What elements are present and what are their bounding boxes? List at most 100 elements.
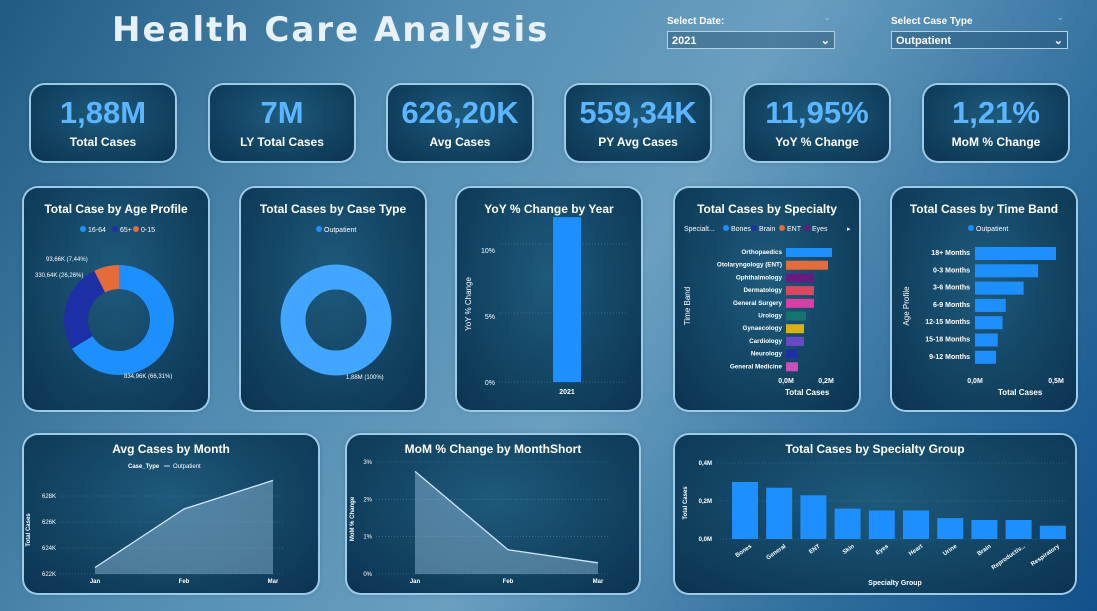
specialty-chart: Specialt... Bones Brain ENT Eyes ▸ Time …	[683, 225, 851, 397]
bar-Eyes	[868, 510, 895, 539]
bar-Respiratory	[1039, 525, 1066, 539]
kpi-card-avg-cases: 626,20K Avg Cases	[388, 85, 532, 161]
y-tick: 1%	[363, 535, 372, 541]
y-tick-label: Dermatology	[744, 287, 783, 294]
kpi-value: 11,95%	[765, 95, 869, 130]
date-value: 2021	[672, 35, 697, 47]
yoy-chart: YoY % Change 0% 5% 10% 2021	[464, 217, 627, 396]
legend-next-icon[interactable]: ▸	[847, 226, 851, 233]
area-fill	[415, 471, 598, 574]
legend-title: Case_Type	[128, 464, 160, 470]
time-band-card: Total Cases by Time Band Outpatient Age …	[892, 188, 1076, 410]
x-tick: 2021	[559, 389, 575, 396]
y-axis-title: Age Profile	[902, 286, 911, 326]
x-tick: Mar	[268, 579, 279, 585]
x-tick: Urine	[942, 543, 959, 557]
legend-outpatient: Outpatient	[976, 226, 1008, 233]
chart-title: Total Case by Age Profile	[44, 202, 188, 216]
y-tick-label: 3-6 Months	[933, 285, 970, 292]
chart-title: Total Cases by Case Type	[259, 202, 407, 216]
y-axis-title: Total Cases	[26, 513, 32, 547]
chevron-down-icon[interactable]: ⌄	[823, 12, 831, 22]
bar-Ophthalmology	[786, 273, 814, 283]
legend-eyes: Eyes	[812, 226, 828, 233]
y-tick: 10%	[481, 248, 495, 255]
y-tick: 0%	[485, 380, 495, 387]
chevron-down-icon[interactable]: ⌄	[820, 35, 830, 47]
x-tick: 0,5M	[1048, 378, 1064, 385]
avg-month-chart: Case_Type Outpatient Total Cases 622K 624…	[26, 464, 283, 585]
legend-outpatient: Outpatient	[173, 464, 201, 470]
legend-0-15: 0-15	[141, 227, 155, 234]
y-tick: 0,0M	[699, 537, 712, 543]
legend-marker	[133, 226, 139, 232]
chevron-down-icon[interactable]: ⌄	[1053, 35, 1063, 47]
legend-marker	[112, 226, 118, 232]
time-band-chart: Outpatient Age Profile Total Cases 18+ M…	[902, 225, 1064, 397]
chart-title: Avg Cases by Month	[112, 442, 230, 456]
y-tick-label: 0-3 Months	[933, 267, 970, 274]
bar-18+ Months	[975, 247, 1056, 260]
donut-slice-0-15	[94, 265, 120, 293]
chevron-down-icon[interactable]: ⌄	[1056, 12, 1064, 22]
specialty-card: Total Cases by Specialty Specialt... Bon…	[675, 188, 859, 410]
y-tick-label: 6-9 Months	[933, 302, 970, 309]
date-slicer-label: Select Date:	[667, 16, 725, 27]
legend-marker	[723, 225, 729, 231]
x-tick: 0,0M	[778, 378, 794, 385]
kpi-label: LY Total Cases	[240, 135, 324, 149]
case-type-chart: Outpatient 1,88M (100%)	[280, 226, 392, 381]
series-line	[414, 470, 599, 564]
date-slicer[interactable]: Select Date: ⌄ 2021 ⌄	[667, 12, 835, 49]
y-tick-label: 15-18 Months	[925, 337, 970, 344]
legend-ent: ENT	[787, 226, 802, 233]
y-tick-label: Gynaecology	[742, 325, 782, 332]
series-line	[94, 479, 274, 569]
kpi-card-yoy-change: 11,95% YoY % Change	[745, 85, 889, 161]
y-tick-label: 12-15 Months	[925, 319, 970, 326]
case-type-dropdown[interactable]: Outpatient ⌄	[891, 31, 1068, 49]
case-type-value: Outpatient	[896, 35, 951, 47]
y-tick-label: 18+ Months	[931, 250, 970, 257]
case-type-slicer[interactable]: Select Case Type ⌄ Outpatient ⌄	[891, 12, 1068, 49]
x-axis-title: Specialty Group	[868, 580, 922, 587]
kpi-label: YoY % Change	[775, 135, 859, 149]
area-fill	[95, 480, 273, 574]
donut-slice-outpatient	[280, 264, 392, 376]
bar-Urine	[937, 518, 964, 539]
x-tick: Respiratory	[1030, 543, 1061, 567]
legend-brain: Brain	[759, 226, 775, 233]
chart-title: MoM % Change by MonthShort	[404, 442, 582, 456]
bar-Bones	[732, 482, 758, 539]
yoy-card: YoY % Change by Year YoY % Change 0% 5% …	[457, 188, 641, 410]
legend-marker	[316, 226, 322, 232]
y-tick-label: Cardiology	[749, 338, 782, 345]
legend-outpatient: Outpatient	[324, 227, 356, 234]
data-label-outpatient: 1,88M (100%)	[346, 375, 384, 381]
x-tick: General	[766, 544, 788, 562]
bar-0-3 Months	[975, 264, 1039, 278]
bar-Neurology	[786, 349, 798, 359]
bar-Dermatology	[786, 286, 814, 296]
y-tick-label: Ophthalmology	[736, 274, 783, 281]
bar-Heart	[903, 510, 929, 539]
bar-9-12 Months	[975, 350, 997, 364]
kpi-value: 1,21%	[952, 95, 1040, 130]
kpi-value: 626,20K	[401, 95, 519, 130]
specialty-group-chart: Total Cases Specialty Group 0,0M 0,2M 0,4M…	[683, 461, 1067, 587]
y-tick-label: Neurology	[751, 351, 783, 358]
chart-title: Total Cases by Specialty Group	[785, 442, 965, 456]
donut-slice-65+	[64, 270, 106, 349]
x-axis-title: Total Cases	[998, 388, 1043, 397]
date-dropdown[interactable]: 2021 ⌄	[667, 31, 835, 49]
y-tick: 0%	[363, 572, 372, 578]
page-title: Health Care Analysis	[112, 10, 550, 50]
bar-3-6 Months	[975, 281, 1024, 295]
x-tick: Bones	[735, 543, 754, 559]
y-tick-label: Otolaryngology (ENT)	[717, 262, 782, 269]
bar-General Surgery	[786, 298, 814, 308]
y-tick: 626K	[42, 520, 56, 526]
y-tick: 2%	[363, 497, 372, 503]
x-tick: Feb	[503, 579, 514, 585]
bar-Orthopaedics	[786, 248, 832, 257]
